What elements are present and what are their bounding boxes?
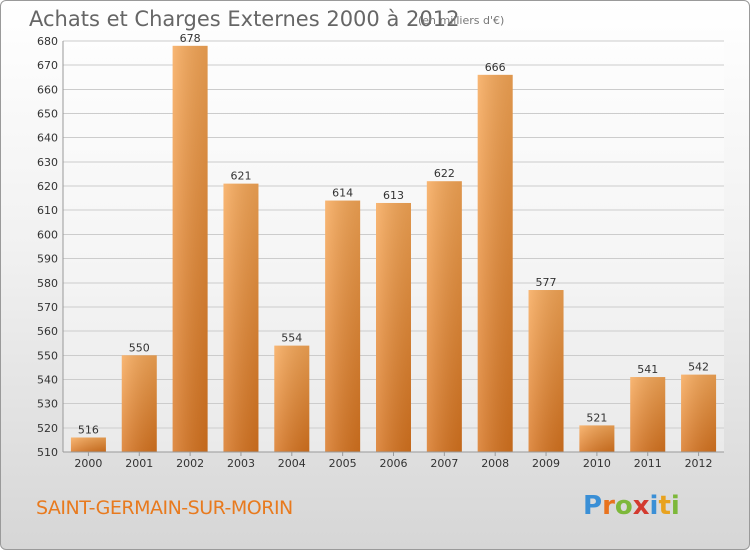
y-tick-label: 650 bbox=[37, 108, 58, 121]
y-axis-ticks: 510 520 530 540 550 560 570 580 590 600 610 620 630 6… bbox=[37, 35, 58, 459]
bar-shade-2011 bbox=[630, 377, 666, 452]
bar-shade-2005 bbox=[325, 200, 361, 452]
bar-shade-2009 bbox=[528, 290, 564, 452]
x-tick-label: 2004 bbox=[278, 457, 306, 470]
x-tick-label: 2006 bbox=[380, 457, 408, 470]
y-tick-label: 550 bbox=[37, 349, 58, 362]
y-tick-label: 640 bbox=[37, 132, 58, 145]
data-label-2008: 666 bbox=[485, 61, 506, 74]
logo-letter: P bbox=[583, 491, 603, 521]
y-tick-label: 590 bbox=[37, 253, 58, 266]
bar-shade-2008 bbox=[477, 74, 513, 453]
data-label-2009: 577 bbox=[536, 276, 557, 289]
bar-shade-2007 bbox=[426, 181, 462, 453]
proxiti-logo: Proxiti bbox=[583, 491, 680, 521]
bar-shade-2010 bbox=[579, 425, 615, 452]
x-tick-label: 2007 bbox=[430, 457, 458, 470]
y-tick-label: 670 bbox=[37, 59, 58, 72]
x-tick-label: 2000 bbox=[74, 457, 102, 470]
logo-letter: x bbox=[632, 491, 650, 521]
logo-letter: t bbox=[658, 491, 671, 521]
y-tick-label: 560 bbox=[37, 325, 58, 338]
x-axis-ticks: 2000 2001 2002 2003 2004 2005 2006 2007 2008 2009… bbox=[74, 452, 713, 470]
y-tick-label: 530 bbox=[37, 398, 58, 411]
x-tick-label: 2008 bbox=[481, 457, 509, 470]
x-tick-label: 2010 bbox=[583, 457, 611, 470]
x-tick-label: 2012 bbox=[685, 457, 713, 470]
bar-shade-2001 bbox=[121, 355, 157, 452]
bar-shade-2004 bbox=[274, 345, 310, 452]
y-tick-label: 520 bbox=[37, 422, 58, 435]
x-tick-label: 2011 bbox=[634, 457, 662, 470]
y-tick-label: 610 bbox=[37, 204, 58, 217]
x-tick-label: 2009 bbox=[532, 457, 560, 470]
data-label-2006: 613 bbox=[383, 189, 404, 202]
data-label-2007: 622 bbox=[434, 167, 455, 180]
data-label-2005: 614 bbox=[332, 187, 353, 200]
y-tick-label: 660 bbox=[37, 83, 58, 96]
chart-subtitle: (en milliers d'€) bbox=[418, 14, 505, 27]
y-tick-label: 570 bbox=[37, 301, 58, 314]
bar-shade-2012 bbox=[681, 374, 717, 452]
commune-name: SAINT-GERMAIN-SUR-MORIN bbox=[36, 497, 293, 519]
logo-letter: r bbox=[602, 491, 615, 521]
bars bbox=[70, 45, 717, 453]
data-label-2003: 621 bbox=[230, 170, 251, 183]
x-tick-label: 2003 bbox=[227, 457, 255, 470]
data-label-2010: 521 bbox=[586, 411, 607, 424]
logo-letter: i bbox=[649, 491, 659, 521]
y-tick-label: 600 bbox=[37, 228, 58, 241]
y-tick-label: 630 bbox=[37, 156, 58, 169]
y-tick-label: 580 bbox=[37, 277, 58, 290]
bar-shade-2000 bbox=[70, 437, 106, 452]
chart-title: Achats et Charges Externes 2000 à 2012 bbox=[29, 7, 460, 31]
data-label-2012: 542 bbox=[688, 361, 709, 374]
data-label-2004: 554 bbox=[281, 332, 302, 345]
data-label-2011: 541 bbox=[637, 363, 658, 376]
x-tick-label: 2002 bbox=[176, 457, 204, 470]
x-tick-label: 2001 bbox=[125, 457, 153, 470]
data-label-2002: 678 bbox=[180, 32, 201, 45]
data-label-2001: 550 bbox=[129, 341, 150, 354]
bar-shade-2003 bbox=[223, 183, 259, 452]
logo-letter: i bbox=[670, 491, 680, 521]
bar-shade-2006 bbox=[376, 202, 411, 452]
data-labels: 516 550 678 621 554 614 613 622 666 577 521 541 542 bbox=[78, 32, 709, 437]
logo-letter: o bbox=[614, 491, 633, 521]
y-tick-label: 540 bbox=[37, 373, 58, 386]
x-tick-label: 2005 bbox=[329, 457, 357, 470]
bar-shade-2002 bbox=[172, 45, 208, 452]
y-tick-label: 680 bbox=[37, 35, 58, 48]
data-label-2000: 516 bbox=[78, 423, 99, 436]
y-tick-label: 510 bbox=[37, 446, 58, 459]
y-tick-label: 620 bbox=[37, 180, 58, 193]
